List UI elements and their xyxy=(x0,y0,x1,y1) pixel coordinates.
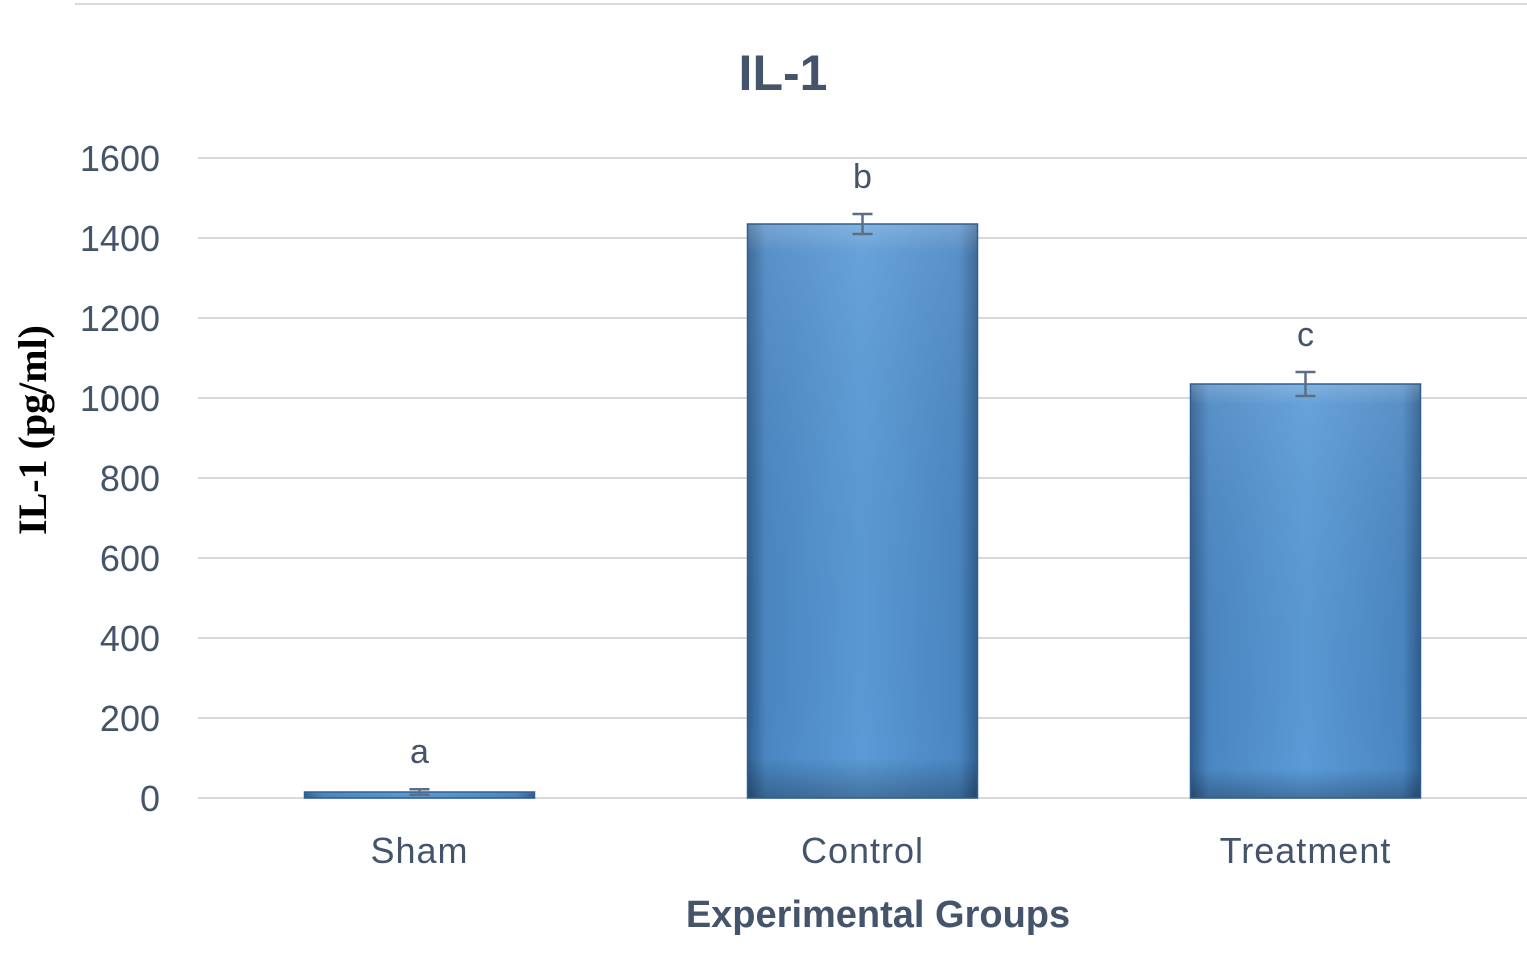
y-tick-label: 800 xyxy=(100,458,160,499)
x-tick-label: Sham xyxy=(370,830,468,871)
bars: a b c xyxy=(303,158,1422,799)
y-tick-label: 600 xyxy=(100,538,160,579)
x-axis-ticks: Sham Control Treatment xyxy=(370,830,1392,871)
y-tick-label: 200 xyxy=(100,698,160,739)
bar-shading xyxy=(746,223,979,799)
bar-shading xyxy=(1189,383,1422,799)
significance-label: c xyxy=(1297,316,1314,354)
y-tick-label: 1000 xyxy=(80,378,160,419)
x-axis-title: Experimental Groups xyxy=(686,894,1070,936)
chart-title: IL-1 xyxy=(739,45,828,101)
x-tick-label: Control xyxy=(801,830,924,871)
y-tick-label: 1600 xyxy=(80,138,160,179)
y-tick-label: 400 xyxy=(100,618,160,659)
y-tick-label: 0 xyxy=(140,778,160,819)
x-tick-label: Treatment xyxy=(1220,830,1392,871)
y-tick-label: 1200 xyxy=(80,298,160,339)
significance-label: a xyxy=(410,733,429,771)
significance-label: b xyxy=(853,158,872,196)
y-tick-label: 1400 xyxy=(80,218,160,259)
y-axis-ticks: 0 200 400 600 800 1000 1200 1400 1600 xyxy=(80,138,160,819)
y-axis-title: IL-1 (pg/ml) xyxy=(10,325,55,535)
